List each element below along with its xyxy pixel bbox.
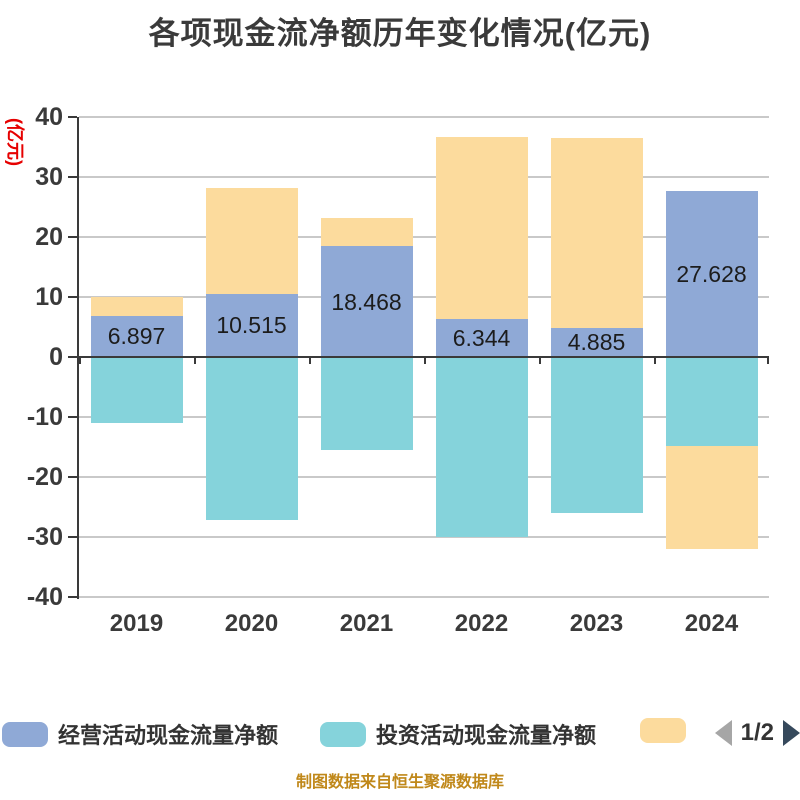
gridline-30 bbox=[79, 176, 769, 178]
bar-value-label-2024: 27.628 bbox=[676, 261, 747, 288]
x-axis-tick-6 bbox=[767, 357, 769, 364]
x-axis-label-2021: 2021 bbox=[339, 610, 394, 637]
bar-segment-series1-2019 bbox=[90, 315, 183, 357]
chart-title: 各项现金流净额历年变化情况(亿元) bbox=[148, 16, 652, 51]
bar-value-label-2019: 6.897 bbox=[107, 323, 166, 350]
y-axis-tick-label--40: -40 bbox=[26, 583, 63, 611]
y-axis-tick-label-20: 20 bbox=[35, 223, 63, 251]
x-axis-tick-1 bbox=[194, 357, 196, 364]
legend: 1/2 经营活动现金流量净额 投资活动现金流量净额 bbox=[0, 718, 800, 752]
gridline-10 bbox=[79, 296, 769, 298]
bar-segment-series3-2020 bbox=[205, 187, 298, 294]
gridline-40 bbox=[79, 116, 769, 118]
x-axis-label-2020: 2020 bbox=[224, 610, 279, 637]
y-axis-tick-label-10: 10 bbox=[35, 283, 63, 311]
gridline--30 bbox=[79, 536, 769, 538]
bar-value-label-2022: 6.344 bbox=[452, 324, 511, 351]
legend-item-3[interactable] bbox=[640, 718, 686, 743]
bar-value-label-2023: 4.885 bbox=[567, 329, 626, 356]
legend-item-2[interactable]: 投资活动现金流量净额 bbox=[320, 718, 596, 750]
bar-segment-series3-2023 bbox=[550, 138, 643, 328]
x-axis-tick-5 bbox=[654, 357, 656, 364]
legend-label-2: 投资活动现金流量净额 bbox=[376, 723, 597, 748]
x-axis-label-2024: 2024 bbox=[684, 610, 739, 637]
y-axis-tick-label--20: -20 bbox=[26, 463, 63, 491]
y-axis-tick--20 bbox=[68, 476, 77, 478]
y-axis-tick-label-30: 30 bbox=[35, 163, 63, 191]
bar-segment-series3-2024 bbox=[665, 445, 758, 549]
gridline--20 bbox=[79, 476, 769, 478]
x-axis-label-2023: 2023 bbox=[569, 610, 624, 637]
x-axis-label-2022: 2022 bbox=[454, 610, 509, 637]
y-axis-tick-40 bbox=[68, 116, 77, 118]
legend-swatch-3 bbox=[640, 718, 686, 743]
legend-swatch-1 bbox=[2, 721, 48, 747]
legend-next-arrow-icon[interactable] bbox=[783, 720, 800, 746]
bar-segment-series2-2019 bbox=[90, 357, 183, 423]
bar-segment-series2-2024 bbox=[665, 357, 758, 446]
gridline--10 bbox=[79, 416, 769, 418]
legend-item-1[interactable]: 经营活动现金流量净额 bbox=[2, 718, 278, 750]
legend-swatch-2 bbox=[320, 721, 366, 747]
legend-page-indicator: 1/2 bbox=[740, 719, 774, 746]
bar-segment-series1-2021 bbox=[320, 246, 413, 357]
y-axis-tick-label-40: 40 bbox=[35, 103, 63, 131]
legend-label-1: 经营活动现金流量净额 bbox=[58, 723, 279, 748]
bar-segment-series2-2023 bbox=[550, 357, 643, 513]
y-axis-tick--10 bbox=[68, 416, 77, 418]
y-axis-tick-label--30: -30 bbox=[26, 523, 63, 551]
bar-segment-series1-2024 bbox=[665, 191, 758, 357]
bar-segment-series3-2019 bbox=[90, 297, 183, 316]
x-axis-tick-3 bbox=[424, 357, 426, 364]
bar-segment-series3-2021 bbox=[320, 217, 413, 247]
gridline--40 bbox=[79, 596, 769, 598]
legend-pagination: 1/2 bbox=[714, 718, 800, 748]
bar-segment-series2-2020 bbox=[205, 357, 298, 521]
y-axis-tick--40 bbox=[68, 596, 77, 598]
y-axis-spine bbox=[77, 117, 79, 599]
plot-area: 40 30 20 10 0 -10 -20 -30 -40 6.897 2019 10.515 2020… bbox=[27, 103, 769, 637]
x-axis-tick-4 bbox=[539, 357, 541, 364]
y-axis-tick-30 bbox=[68, 176, 77, 178]
bar-segment-series2-2022 bbox=[435, 357, 528, 537]
y-axis-tick-label--10: -10 bbox=[26, 403, 63, 431]
y-axis-tick-10 bbox=[68, 296, 77, 298]
bar-segment-series1-2023 bbox=[550, 327, 643, 357]
bar-segment-series2-2021 bbox=[320, 357, 413, 450]
footer-note: 制图数据来自恒生聚源数据库 bbox=[295, 774, 504, 791]
bar-segment-series3-2022 bbox=[435, 136, 528, 319]
bar-segment-series1-2022 bbox=[435, 318, 528, 357]
bar-segment-series1-2020 bbox=[205, 293, 298, 357]
x-axis-tick-2 bbox=[309, 357, 311, 364]
y-axis-tick-label-0: 0 bbox=[49, 343, 63, 371]
bar-value-label-2021: 18.468 bbox=[331, 288, 402, 315]
x-axis-tick-0 bbox=[79, 357, 81, 364]
legend-prev-arrow-icon[interactable] bbox=[714, 720, 732, 746]
bar-value-label-2020: 10.515 bbox=[216, 312, 287, 339]
x-axis-label-2019: 2019 bbox=[109, 610, 164, 637]
y-axis-tick--30 bbox=[68, 536, 77, 538]
y-axis-tick-20 bbox=[68, 236, 77, 238]
y-axis-tick-0 bbox=[68, 356, 77, 358]
gridline-20 bbox=[79, 236, 769, 238]
